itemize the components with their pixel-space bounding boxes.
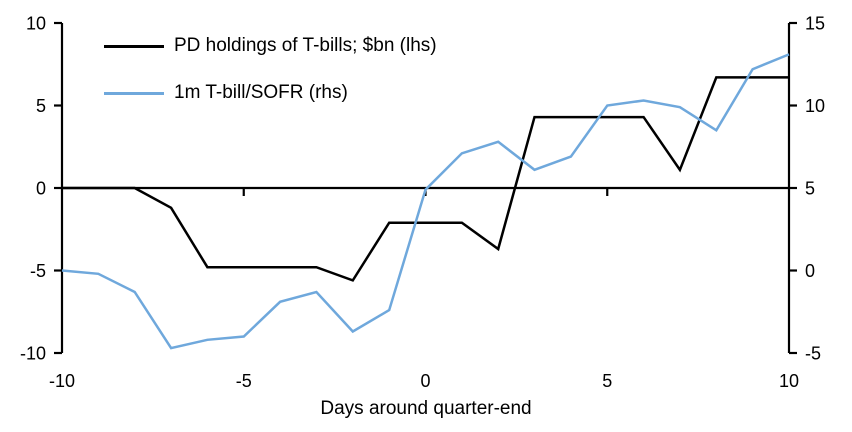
left-axis-tick-label: -5 — [30, 261, 46, 281]
legend-item-pd-holdings: PD holdings of T-bills; $bn (lhs) — [104, 34, 437, 58]
legend-line-black — [104, 44, 164, 48]
x-axis-tick-label: -5 — [236, 371, 252, 391]
right-axis-tick-label: -5 — [805, 344, 821, 364]
left-axis-tick-label: -10 — [20, 344, 46, 364]
left-axis-tick-label: 5 — [36, 96, 46, 116]
series-line-1m-tbill-sofr — [61, 53, 790, 350]
right-axis-tick-label: 15 — [805, 14, 825, 34]
left-axis-tick-label: 10 — [26, 14, 46, 34]
right-axis-tick-label: 5 — [805, 179, 815, 199]
legend-label: 1m T-bill/SOFR (rhs) — [174, 82, 348, 103]
legend-label: PD holdings of T-bills; $bn (lhs) — [174, 35, 437, 56]
right-axis-tick-label: 0 — [805, 261, 815, 281]
legend-line-blue — [104, 91, 164, 95]
x-axis-title: Days around quarter-end — [320, 398, 532, 419]
x-axis-tick-label: 5 — [602, 371, 612, 391]
left-axis-tick-label: 0 — [36, 179, 46, 199]
right-axis-tick-label: 10 — [805, 96, 825, 116]
x-axis-tick-label: -10 — [49, 371, 75, 391]
x-axis-tick-label: 10 — [779, 371, 799, 391]
series-line-pd-holdings — [62, 76, 789, 282]
legend-item-tbill-sofr: 1m T-bill/SOFR (rhs) — [104, 81, 348, 105]
x-axis-tick-label: 0 — [420, 371, 430, 391]
